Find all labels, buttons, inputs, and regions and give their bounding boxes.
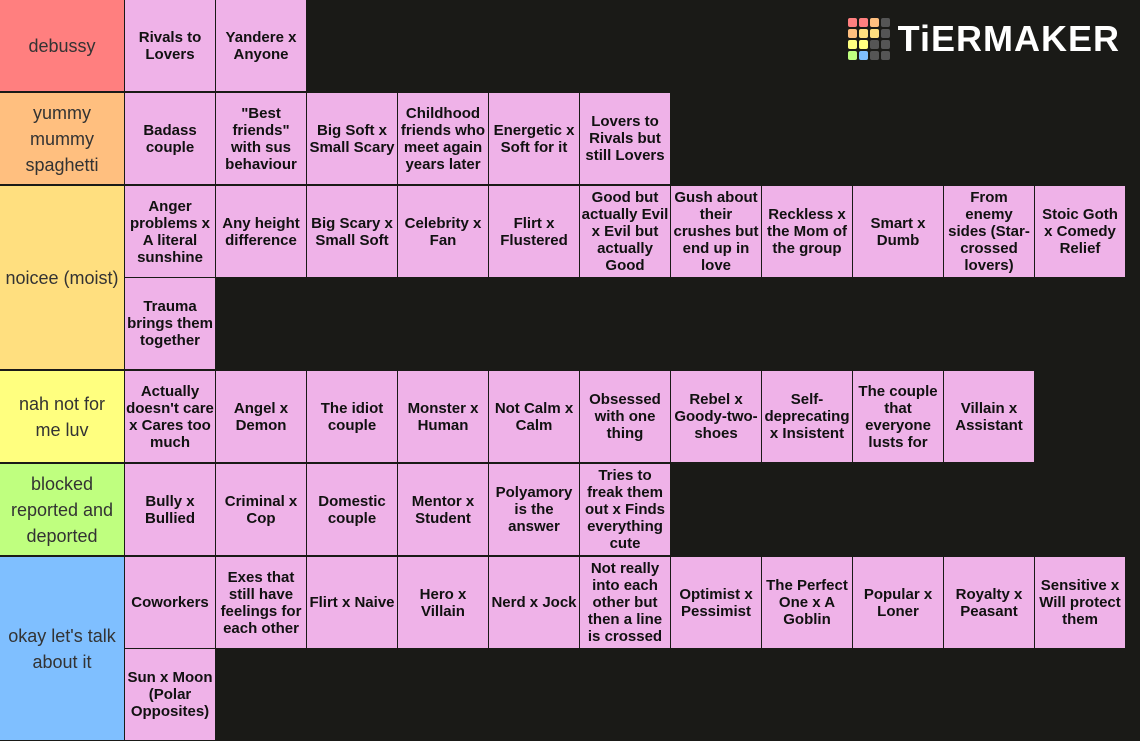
tier-label: blocked reported and deported (0, 464, 124, 555)
tier-item: "Best friends" with sus behaviour (216, 93, 306, 184)
tier-item: Hero x Villain (398, 557, 488, 648)
tier-items: Bully x Bullied Criminal x Cop Domestic co… (124, 464, 1140, 555)
tier-item: Bully x Bullied (125, 464, 215, 555)
tier-item: Badass couple (125, 93, 215, 184)
tier-item: Lovers to Rivals but still Lovers (580, 93, 670, 184)
tier-item: Any height difference (216, 186, 306, 277)
tier-item: Actually doesn't care x Cares too much (125, 371, 215, 462)
tier-item: Criminal x Cop (216, 464, 306, 555)
tier-item: Stoic Goth x Comedy Relief (1035, 186, 1125, 277)
tier-item: Trauma brings them together (125, 278, 215, 369)
tier-item: Sensitive x Will protect them (1035, 557, 1125, 648)
tier-item: Optimist x Pessimist (671, 557, 761, 648)
tier-item: Big Scary x Small Soft (307, 186, 397, 277)
tier-item: From enemy sides (Star-crossed lovers) (944, 186, 1034, 277)
tier-item: Royalty x Peasant (944, 557, 1034, 648)
tier-item: Childhood friends who meet again years l… (398, 93, 488, 184)
tier-item: Rebel x Goody-two-shoes (671, 371, 761, 462)
tier-item: The couple that everyone lusts for (853, 371, 943, 462)
tier-item: Popular x Loner (853, 557, 943, 648)
tier-item: Flirt x Naive (307, 557, 397, 648)
tier-row: yummy mummy spaghetti Badass couple "Best … (0, 93, 1140, 184)
tier-row: noicee (moist) Anger problems x A literal… (0, 186, 1140, 369)
tier-item: Flirt x Flustered (489, 186, 579, 277)
tier-item: Tries to freak them out x Finds everythi… (580, 464, 670, 555)
tier-item: Angel x Demon (216, 371, 306, 462)
tier-item: Reckless x the Mom of the group (762, 186, 852, 277)
tier-item: Celebrity x Fan (398, 186, 488, 277)
tier-item: Exes that still have feelings for each o… (216, 557, 306, 648)
logo-text: TiERMAKER (897, 18, 1120, 59)
tier-row: blocked reported and deported Bully x Bul… (0, 464, 1140, 555)
tier-items: Badass couple "Best friends" with sus beh… (124, 93, 1140, 184)
tier-item: Good but actually Evil x Evil but actual… (580, 186, 670, 277)
tier-label: okay let's talk about it (0, 557, 124, 740)
tier-items: Coworkers Exes that still have feelings f… (124, 557, 1140, 740)
tier-item: The idiot couple (307, 371, 397, 462)
tier-label: yummy mummy spaghetti (0, 93, 124, 184)
tier-item: Big Soft x Small Scary (307, 93, 397, 184)
tier-item: Nerd x Jock (489, 557, 579, 648)
tier-item: Self-deprecating x Insistent (762, 371, 852, 462)
tier-item: Anger problems x A literal sunshine (125, 186, 215, 277)
tier-item: Smart x Dumb (853, 186, 943, 277)
tier-row: debussy Rivals to Lovers Yandere x Anyone (0, 0, 1140, 91)
tier-item: Obsessed with one thing (580, 371, 670, 462)
tier-label: debussy (0, 0, 124, 91)
tier-item: Villain x Assistant (944, 371, 1034, 462)
tier-row: nah not for me luv Actually doesn't care … (0, 371, 1140, 462)
tier-label: nah not for me luv (0, 371, 124, 462)
tier-item: Rivals to Lovers (125, 0, 215, 91)
tier-item: Polyamory is the answer (489, 464, 579, 555)
tier-item: Yandere x Anyone (216, 0, 306, 91)
tier-items: Anger problems x A literal sunshine Any h… (124, 186, 1140, 369)
tier-item: Not really into each other but then a li… (580, 557, 670, 648)
tier-items: Actually doesn't care x Cares too much An… (124, 371, 1140, 462)
tier-items: Rivals to Lovers Yandere x Anyone (124, 0, 1140, 91)
tier-label: noicee (moist) (0, 186, 124, 369)
tier-item: Sun x Moon (Polar Opposites) (125, 649, 215, 740)
tier-item: Coworkers (125, 557, 215, 648)
tier-item: Monster x Human (398, 371, 488, 462)
tier-item: Domestic couple (307, 464, 397, 555)
tier-item: Mentor x Student (398, 464, 488, 555)
logo-grid (847, 18, 890, 60)
tier-row: okay let's talk about it Coworkers Exes th… (0, 557, 1140, 740)
logo: TiERMAKER (847, 18, 1120, 60)
tier-item: The Perfect One x A Goblin (762, 557, 852, 648)
tier-item: Energetic x Soft for it (489, 93, 579, 184)
tier-item: Gush about their crushes but end up in l… (671, 186, 761, 277)
tier-item: Not Calm x Calm (489, 371, 579, 462)
